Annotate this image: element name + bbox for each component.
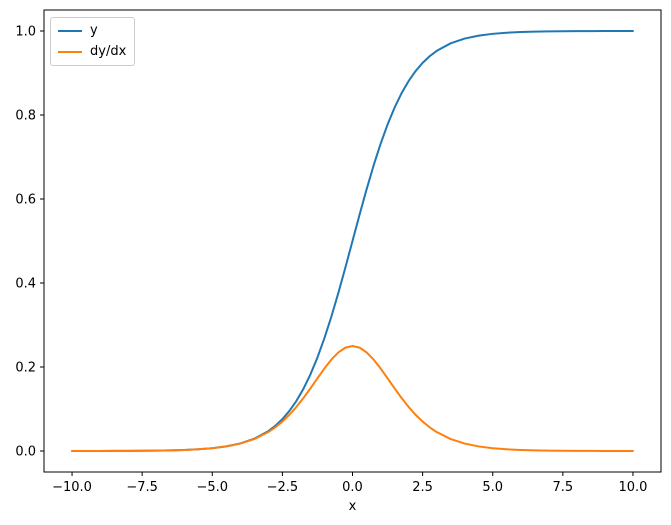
y-tick-label: 0.0 bbox=[15, 445, 36, 460]
y-tick-label: 0.4 bbox=[15, 277, 36, 292]
y-tick-label: 1.0 bbox=[15, 25, 36, 40]
legend: y dy/dx bbox=[50, 17, 136, 66]
legend-label-y: y bbox=[90, 23, 98, 38]
x-tick-label: 7.5 bbox=[552, 480, 573, 495]
x-axis-label: x bbox=[349, 499, 357, 514]
x-tick-label: 0.0 bbox=[342, 480, 363, 495]
y-tick-label: 0.6 bbox=[15, 193, 36, 208]
y-tick-label: 0.8 bbox=[15, 109, 36, 124]
line-swatch-dydx bbox=[58, 51, 82, 53]
series-line-dydx bbox=[71, 345, 634, 452]
legend-item-y: y bbox=[58, 23, 126, 39]
x-tick-label: −5.0 bbox=[196, 480, 228, 495]
x-tick-label: 2.5 bbox=[412, 480, 433, 495]
legend-item-dydx: dy/dx bbox=[58, 44, 126, 60]
x-tick-label: 10.0 bbox=[618, 480, 647, 495]
series-line-y bbox=[71, 30, 634, 452]
x-tick-label: 5.0 bbox=[482, 480, 503, 495]
x-tick-label: −2.5 bbox=[267, 480, 299, 495]
x-tick-label: −10.0 bbox=[52, 480, 92, 495]
legend-label-dydx: dy/dx bbox=[90, 44, 127, 59]
x-tick-label: −7.5 bbox=[126, 480, 158, 495]
line-swatch-y bbox=[58, 30, 82, 32]
y-tick-label: 0.2 bbox=[15, 361, 36, 376]
